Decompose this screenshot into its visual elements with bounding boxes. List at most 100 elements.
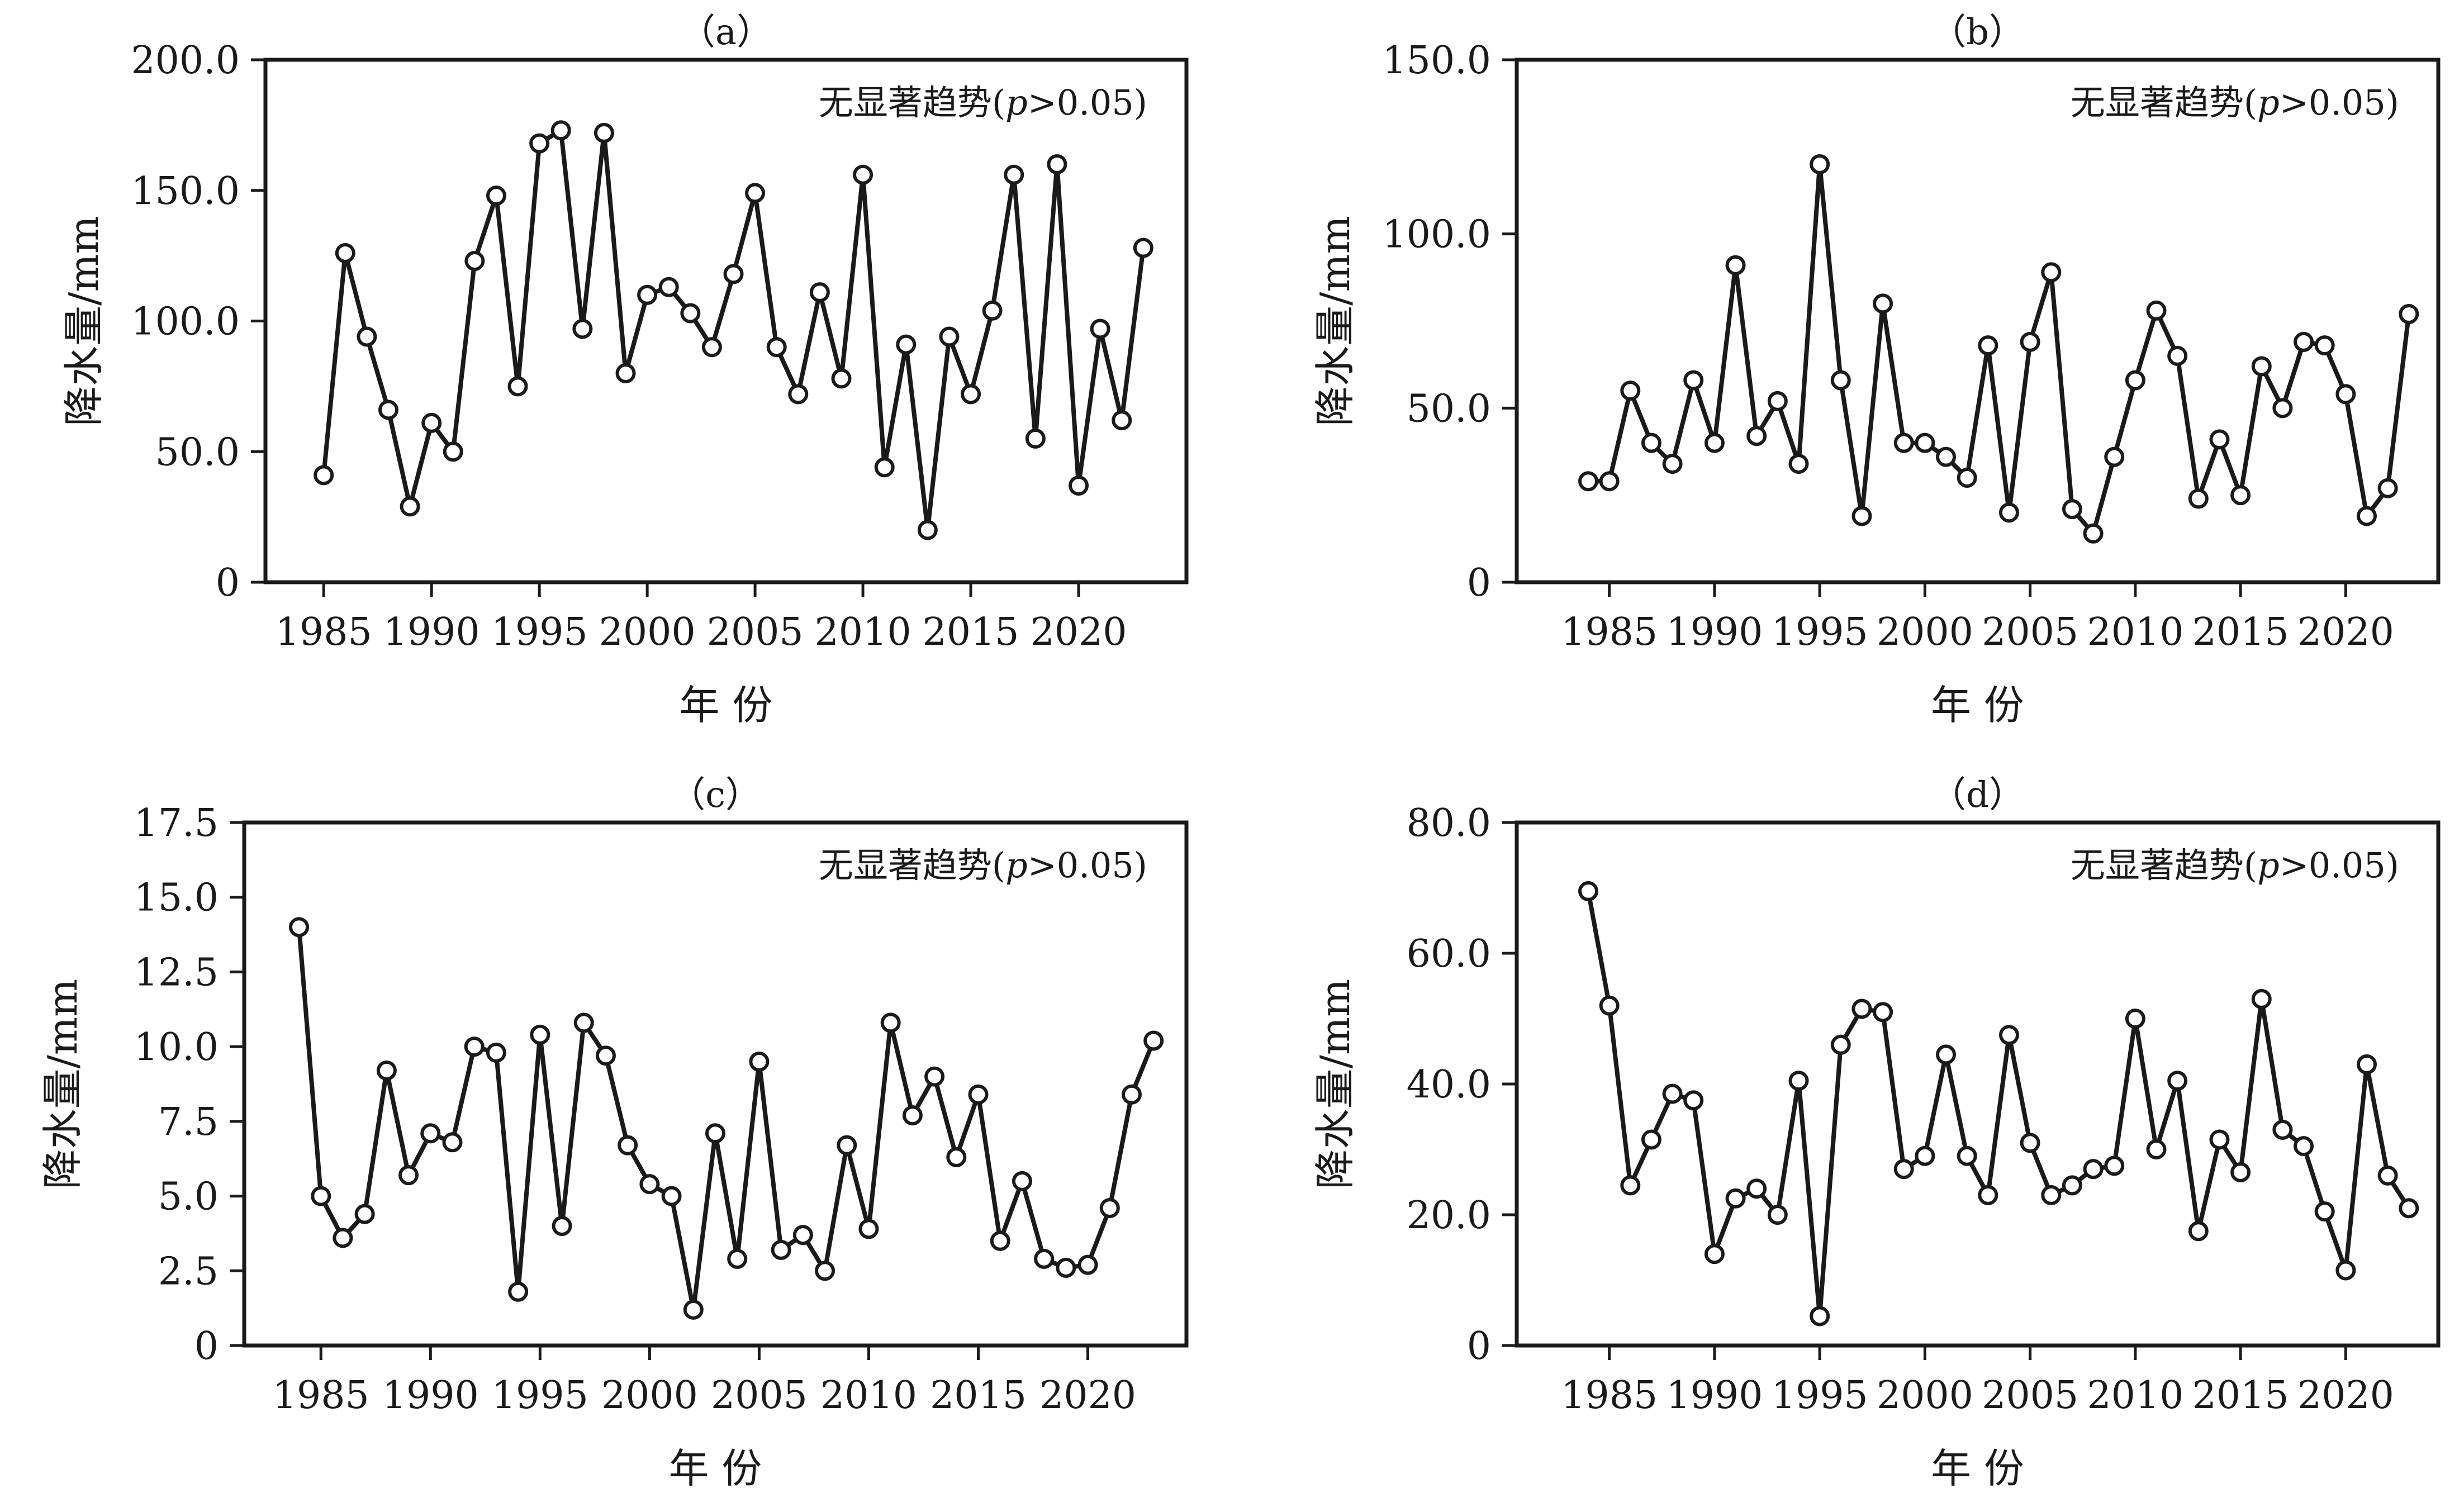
plot-frame bbox=[242, 820, 1189, 1348]
y-tick-label: 100.0 bbox=[131, 300, 240, 344]
data-point bbox=[550, 120, 571, 141]
data-point bbox=[1978, 1185, 1998, 1205]
data-point bbox=[2020, 1133, 2040, 1153]
data-point bbox=[1133, 237, 1153, 258]
x-tick-label: 2000 bbox=[599, 610, 696, 654]
x-tick-label: 2015 bbox=[2192, 1373, 2289, 1418]
y-tick-label: 17.5 bbox=[134, 801, 219, 845]
data-point bbox=[2125, 1009, 2145, 1029]
y-tick-label: 0 bbox=[1467, 561, 1491, 605]
data-point bbox=[1830, 370, 1851, 391]
data-point bbox=[2251, 356, 2272, 377]
data-point bbox=[443, 441, 463, 462]
data-point bbox=[723, 264, 744, 284]
x-axis-label: 年 份 bbox=[1931, 682, 2024, 729]
y-tick-label: 12.5 bbox=[134, 950, 219, 995]
data-point bbox=[1121, 1084, 1142, 1105]
data-point bbox=[2125, 370, 2145, 391]
y-tick-label: 150.0 bbox=[131, 169, 240, 213]
data-point bbox=[902, 1105, 923, 1126]
x-tick-label: 2015 bbox=[930, 1373, 1027, 1418]
x-axis-label: 年 份 bbox=[669, 1445, 762, 1488]
data-point bbox=[1893, 1159, 1914, 1180]
data-point bbox=[2083, 523, 2104, 544]
data-point bbox=[2230, 1162, 2251, 1182]
data-point bbox=[1704, 1244, 1725, 1264]
data-point bbox=[1620, 381, 1641, 401]
x-tick-label: 1990 bbox=[1666, 1373, 1763, 1418]
x-tick-label: 2015 bbox=[2192, 610, 2289, 654]
data-point bbox=[788, 384, 809, 405]
data-point bbox=[1767, 391, 1788, 411]
data-point bbox=[1578, 471, 1599, 492]
data-point bbox=[1662, 454, 1683, 474]
x-axis-label: 年 份 bbox=[680, 682, 773, 729]
data-point bbox=[464, 250, 485, 271]
data-point bbox=[1004, 164, 1024, 185]
data-point bbox=[2272, 398, 2293, 419]
x-tick-label: 2020 bbox=[1030, 610, 1127, 654]
data-point bbox=[701, 337, 722, 358]
data-point bbox=[1767, 1205, 1788, 1225]
y-tick-label: 60.0 bbox=[1407, 932, 1491, 976]
data-point bbox=[1873, 293, 1893, 314]
data-point bbox=[1957, 1145, 1977, 1166]
data-point bbox=[335, 243, 355, 263]
data-point bbox=[552, 1216, 572, 1237]
data-point bbox=[837, 1135, 857, 1156]
x-tick-label: 2015 bbox=[923, 610, 1019, 654]
data-point bbox=[990, 1230, 1010, 1251]
x-tick-label: 2020 bbox=[1039, 1373, 1136, 1418]
data-point bbox=[1915, 432, 1935, 453]
data-point bbox=[2377, 478, 2398, 498]
data-point bbox=[1620, 1175, 1641, 1196]
data-point bbox=[594, 122, 614, 143]
x-tick-label: 1985 bbox=[1561, 610, 1658, 654]
data-point bbox=[595, 1045, 616, 1066]
x-tick-label: 2000 bbox=[601, 1373, 698, 1418]
y-tick-label: 100.0 bbox=[1382, 213, 1491, 257]
data-point bbox=[809, 282, 830, 303]
y-axis-label: 降水量/mm bbox=[39, 979, 86, 1190]
trend-annotation: 无显著趋势(p>0.05) bbox=[819, 82, 1147, 123]
data-point bbox=[1746, 1178, 1767, 1199]
data-point bbox=[2399, 304, 2419, 325]
y-tick-label: 50.0 bbox=[155, 430, 240, 474]
data-point bbox=[2335, 1260, 2356, 1281]
y-tick-label: 20.0 bbox=[1407, 1194, 1491, 1238]
data-point bbox=[2251, 988, 2272, 1009]
data-point bbox=[2167, 345, 2188, 366]
panel-c: （c） 0 2.5 5.0 7.5 10.0 12.5 15.0 17.5 1985 1990 199… bbox=[39, 774, 1189, 1488]
data-point bbox=[766, 337, 787, 358]
x-tick-label: 1990 bbox=[383, 610, 480, 654]
y-tick-label: 200.0 bbox=[131, 39, 240, 83]
data-point bbox=[1034, 1248, 1055, 1269]
plot-frame bbox=[263, 58, 1189, 584]
data-point bbox=[1830, 1034, 1851, 1055]
data-point bbox=[896, 334, 917, 355]
series-line bbox=[1588, 162, 2411, 536]
plot-frame bbox=[1515, 820, 2441, 1348]
data-point bbox=[289, 917, 310, 938]
data-point bbox=[1936, 446, 1957, 467]
x-tick-label: 2005 bbox=[711, 1373, 808, 1418]
y-tick-label: 50.0 bbox=[1407, 387, 1491, 431]
data-point bbox=[727, 1248, 748, 1269]
x-tick-label: 1990 bbox=[382, 1373, 479, 1418]
data-point bbox=[831, 368, 852, 389]
data-point bbox=[1788, 454, 1809, 474]
y-axis-label: 降水量/mm bbox=[1312, 979, 1359, 1190]
x-tick-label: 2005 bbox=[707, 610, 804, 654]
data-point bbox=[637, 284, 658, 305]
y-axis-label: 降水量/mm bbox=[1312, 216, 1359, 426]
y-tick-label: 40.0 bbox=[1407, 1063, 1491, 1107]
x-tick-label: 2010 bbox=[2087, 610, 2183, 654]
y-axis-label: 降水量/mm bbox=[60, 216, 107, 426]
data-point bbox=[1662, 1083, 1683, 1104]
x-tick-label: 2010 bbox=[815, 610, 911, 654]
data-point bbox=[2062, 1175, 2082, 1196]
data-point bbox=[2188, 1221, 2209, 1242]
data-point bbox=[1143, 1030, 1164, 1051]
x-tick-label: 2020 bbox=[2297, 1373, 2394, 1418]
data-point bbox=[982, 300, 1003, 321]
